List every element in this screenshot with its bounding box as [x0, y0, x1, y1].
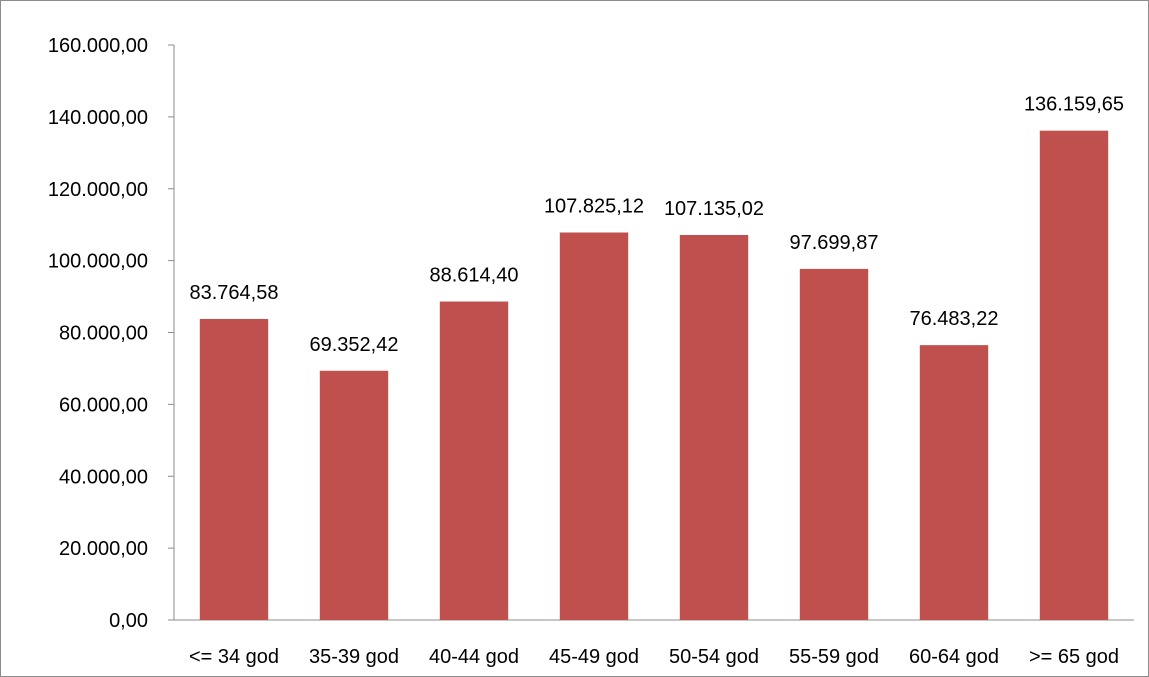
x-tick-label: 55-59 god	[789, 646, 879, 668]
y-tick-label: 20.000,00	[59, 538, 148, 560]
y-tick-label: 80.000,00	[59, 323, 148, 345]
data-label: 83.764,58	[190, 282, 279, 304]
data-label: 97.699,87	[790, 232, 879, 254]
bar	[559, 232, 629, 620]
data-label: 76.483,22	[910, 308, 999, 330]
y-tick-label: 160.000,00	[48, 35, 148, 57]
bar	[319, 370, 389, 620]
y-tick-label: 140.000,00	[48, 107, 148, 129]
x-tick-label: <= 34 god	[189, 646, 279, 668]
bar	[799, 268, 869, 620]
x-tick-label: 35-39 god	[309, 646, 399, 668]
data-label: 88.614,40	[430, 265, 519, 287]
y-tick-label: 40.000,00	[59, 466, 148, 488]
bar	[679, 234, 749, 620]
bar	[439, 301, 509, 620]
y-tick-label: 60.000,00	[59, 394, 148, 416]
x-tick-label: >= 65 god	[1029, 646, 1119, 668]
bar	[919, 345, 989, 620]
x-tick-label: 40-44 god	[429, 646, 519, 668]
data-label: 69.352,42	[310, 334, 399, 356]
y-tick-label: 120.000,00	[48, 179, 148, 201]
x-tick-label: 50-54 god	[669, 646, 759, 668]
x-tick-label: 45-49 god	[549, 646, 639, 668]
x-tick-label: 60-64 god	[909, 646, 999, 668]
y-tick-label: 0,00	[109, 610, 148, 632]
data-label: 107.135,02	[664, 198, 764, 220]
y-tick-label: 100.000,00	[48, 251, 148, 273]
bar	[1039, 130, 1109, 620]
data-label: 136.159,65	[1024, 94, 1124, 116]
data-label: 107.825,12	[544, 196, 644, 218]
bar	[199, 318, 269, 620]
